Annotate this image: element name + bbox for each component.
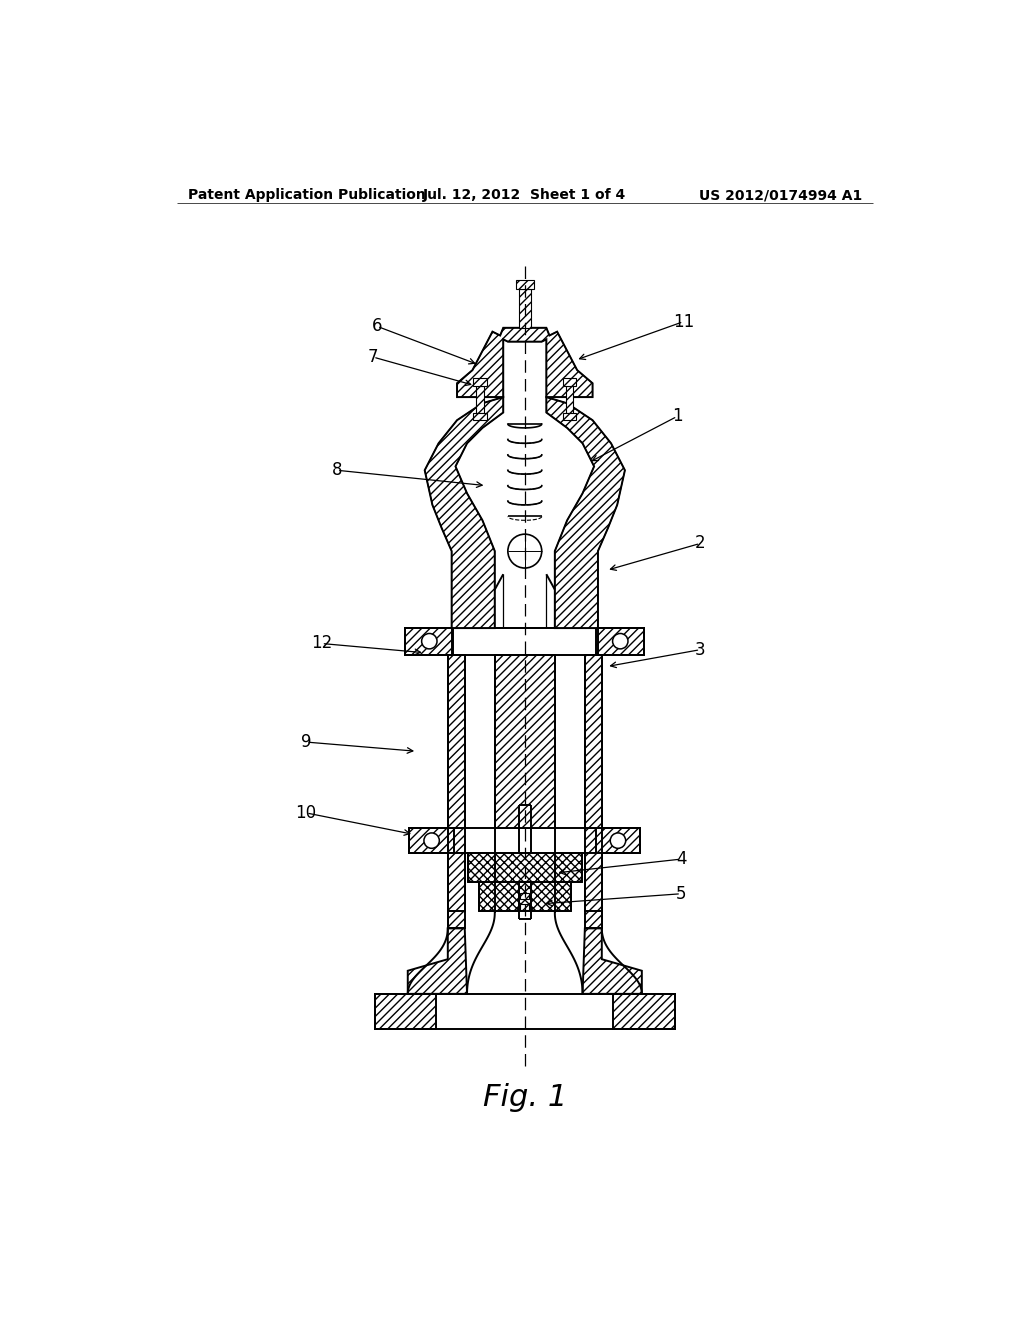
Polygon shape [547,397,625,628]
Text: 10: 10 [296,804,316,822]
Text: 3: 3 [695,640,706,659]
Bar [476,385,484,413]
Bar [447,655,465,829]
Polygon shape [447,655,465,928]
Bar [596,628,644,655]
Bar [410,829,454,853]
Polygon shape [457,327,593,397]
Circle shape [508,535,542,568]
Text: 5: 5 [676,884,686,903]
Bar [447,853,465,911]
Text: Fig. 1: Fig. 1 [482,1084,567,1113]
Bar [585,853,602,911]
Circle shape [610,833,626,849]
Polygon shape [585,655,602,928]
Circle shape [424,833,439,849]
Text: 11: 11 [673,313,694,330]
Text: 9: 9 [301,733,311,751]
Bar [375,994,436,1028]
Bar [520,892,529,899]
Bar [520,904,529,909]
Text: 7: 7 [368,348,378,366]
Bar [473,378,487,385]
Text: Patent Application Publication: Patent Application Publication [188,189,426,202]
Bar [478,882,571,911]
Text: 1: 1 [672,408,683,425]
Bar [585,655,602,829]
Text: 12: 12 [311,635,332,652]
Text: Jul. 12, 2012  Sheet 1 of 4: Jul. 12, 2012 Sheet 1 of 4 [423,189,627,202]
Text: 2: 2 [695,535,706,552]
Bar [596,829,640,853]
Polygon shape [583,928,642,994]
Bar [515,280,535,289]
Bar [562,378,577,385]
Text: 8: 8 [332,461,342,479]
Bar [562,412,577,420]
Bar [468,853,582,882]
Text: US 2012/0174994 A1: US 2012/0174994 A1 [698,189,862,202]
Circle shape [612,634,628,649]
Bar [495,655,555,829]
Bar [613,994,675,1028]
Text: 4: 4 [676,850,686,869]
Bar [518,289,531,327]
Circle shape [422,634,437,649]
Polygon shape [425,397,503,628]
Bar [473,412,487,420]
Text: 6: 6 [372,317,382,335]
Bar [406,628,454,655]
Polygon shape [408,928,467,994]
Bar [565,385,573,413]
